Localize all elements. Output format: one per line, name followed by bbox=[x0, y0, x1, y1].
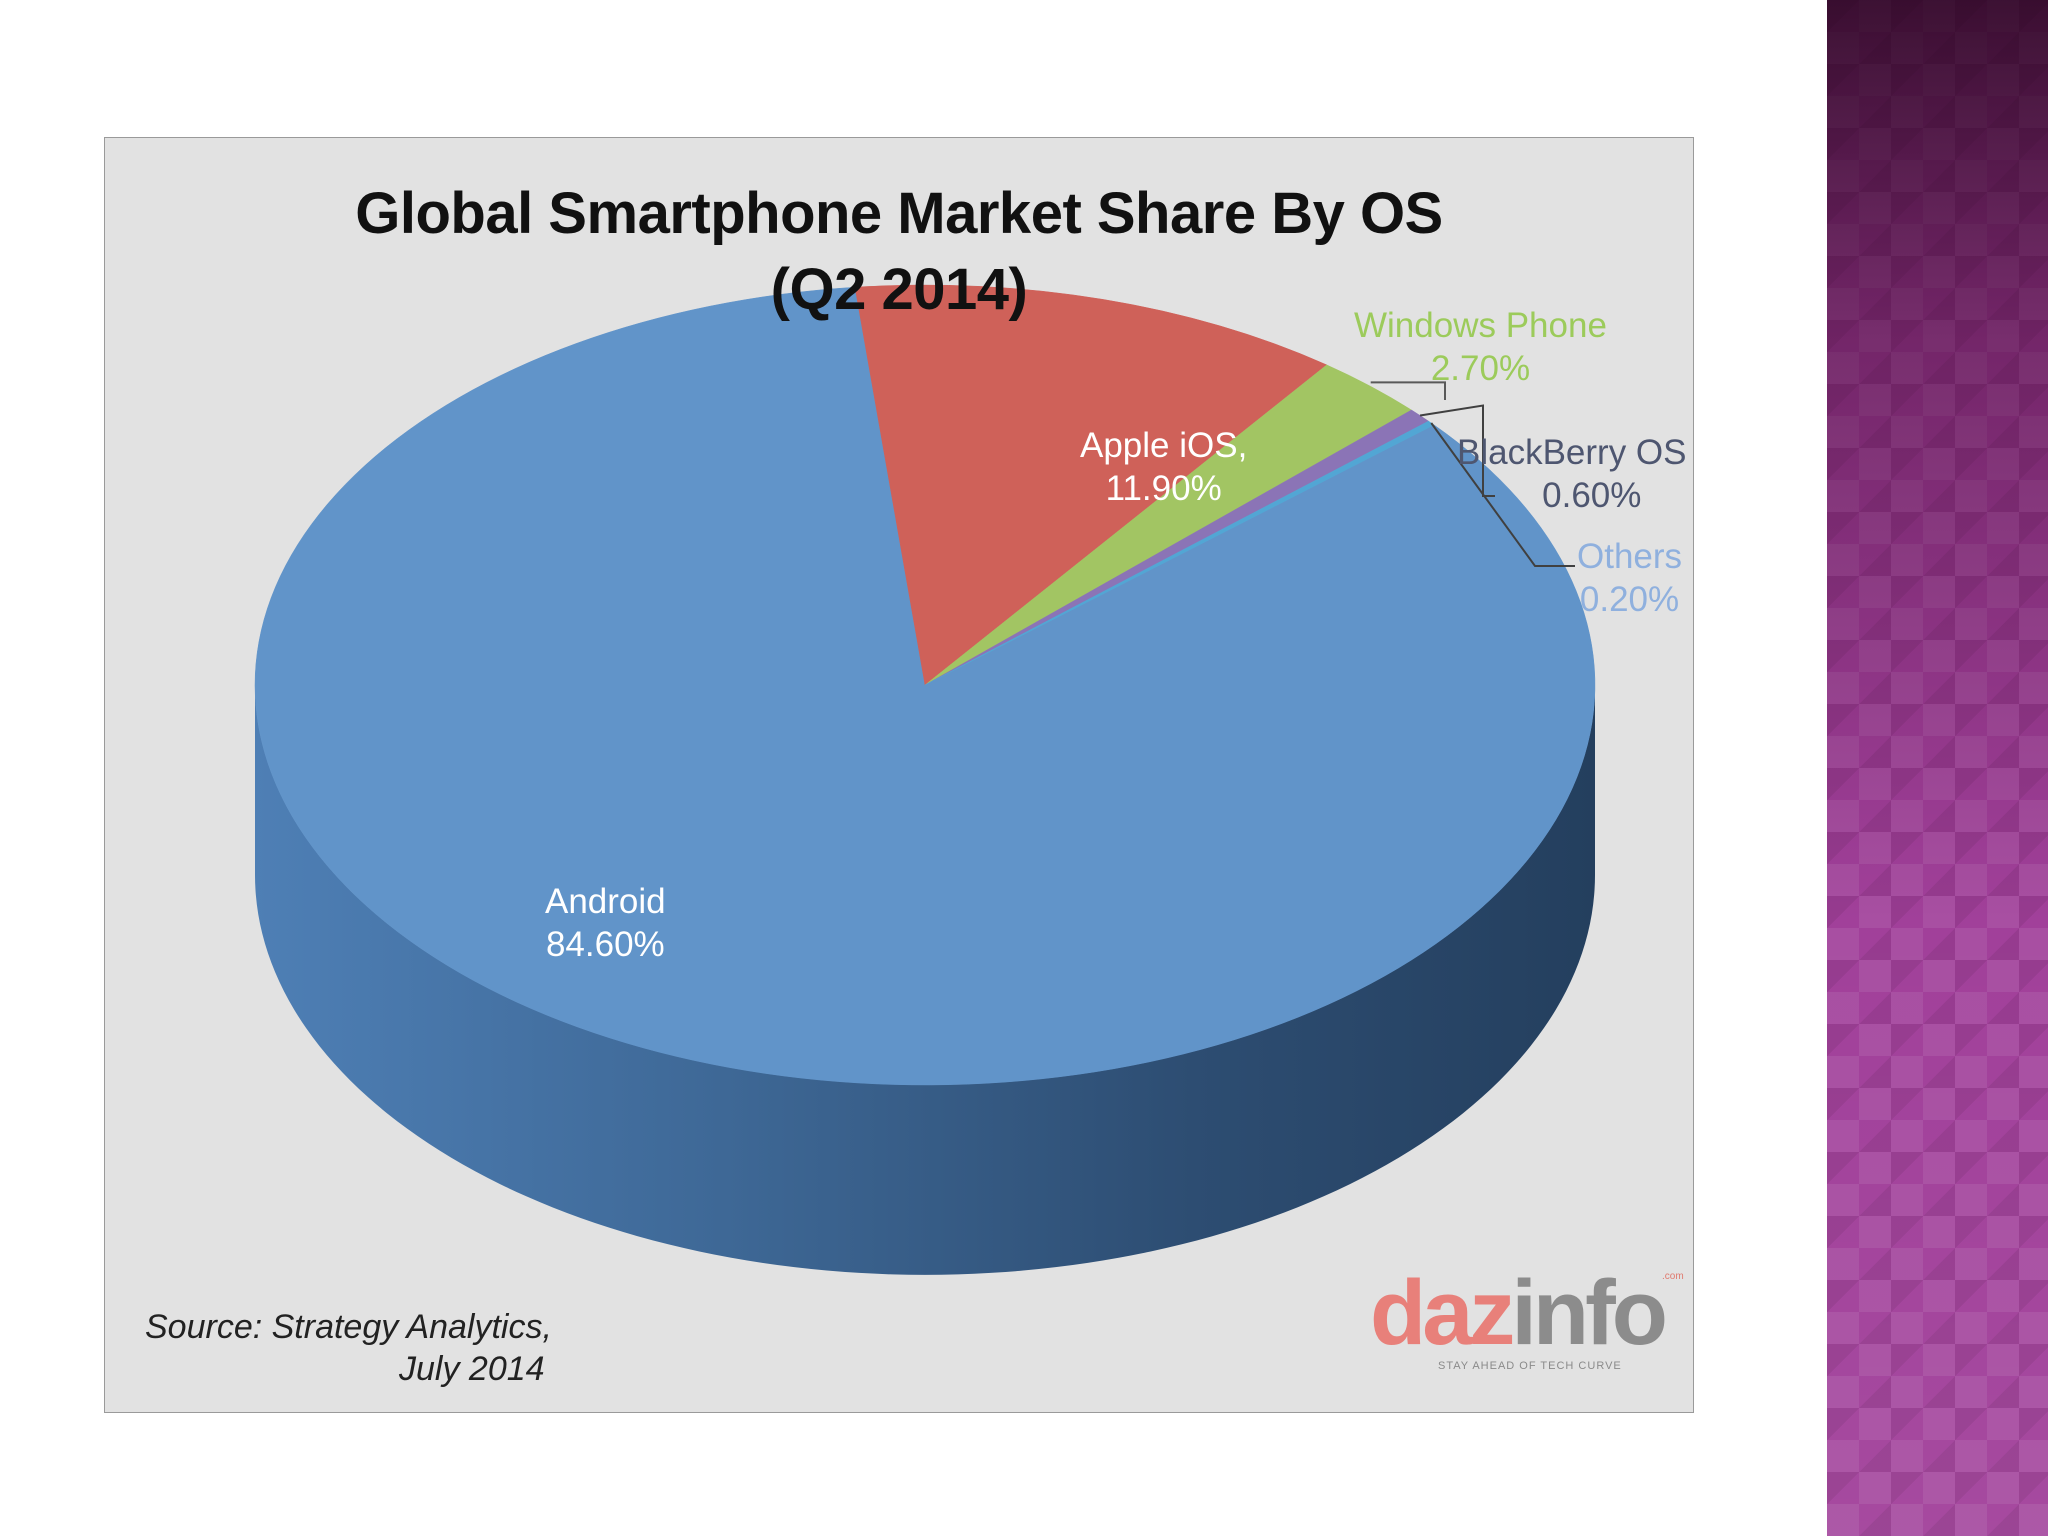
dazeinfo-logo: dazinfo .com STAY AHEAD OF TECH CURVE bbox=[1370, 1263, 1690, 1378]
logo-part-2: info bbox=[1511, 1262, 1668, 1364]
pie-side-android bbox=[255, 685, 1595, 1275]
slice-label-windows-phone-name: Windows Phone bbox=[1354, 306, 1607, 345]
source-line-1: Source: Strategy Analytics, bbox=[145, 1308, 552, 1346]
logo-part-1: daz bbox=[1370, 1262, 1515, 1364]
slice-label-ios-value: 11.90% bbox=[1105, 469, 1222, 508]
slice-label-ios: Apple iOS, 11.90% bbox=[1080, 424, 1247, 510]
pie-slice-android bbox=[254, 286, 1596, 1086]
leader-line-others bbox=[1430, 422, 1575, 567]
logo-wordmark: dazinfo bbox=[1370, 1262, 1668, 1364]
slice-label-blackberry-name: BlackBerry OS bbox=[1457, 433, 1687, 472]
source-line-2: July 2014 bbox=[399, 1350, 545, 1388]
pie-slice-ios bbox=[854, 284, 1328, 686]
slice-label-blackberry-value: 0.60% bbox=[1542, 476, 1642, 515]
logo-com: .com bbox=[1662, 1271, 1684, 1282]
slice-label-windows-phone-value: 2.70% bbox=[1430, 349, 1531, 388]
slice-label-android-value: 84.60% bbox=[545, 925, 665, 964]
leader-line-windows-phone bbox=[1370, 381, 1446, 400]
slice-label-android: Android 84.60% bbox=[545, 880, 666, 966]
decorative-side-band bbox=[1827, 0, 2048, 1536]
slice-label-others-name: Others bbox=[1577, 537, 1683, 576]
pie-chart bbox=[254, 284, 1596, 1275]
chart-panel: Global Smartphone Market Share By OS (Q2… bbox=[104, 137, 1694, 1413]
slice-label-android-name: Android bbox=[545, 882, 666, 921]
slice-label-blackberry: BlackBerry OS 0.60% bbox=[1457, 431, 1687, 517]
slice-label-others-value: 0.20% bbox=[1579, 580, 1680, 619]
slice-label-ios-name: Apple iOS, bbox=[1080, 426, 1248, 465]
chart-subtitle: (Q2 2014) bbox=[770, 257, 1028, 322]
slice-label-others: Others 0.20% bbox=[1577, 535, 1682, 621]
chart-title: Global Smartphone Market Share By OS bbox=[355, 181, 1443, 246]
leader-line-blackberry bbox=[1419, 404, 1495, 497]
logo-tagline: STAY AHEAD OF TECH CURVE bbox=[1438, 1360, 1622, 1372]
slice-label-windows-phone: Windows Phone 2.70% bbox=[1354, 304, 1607, 390]
